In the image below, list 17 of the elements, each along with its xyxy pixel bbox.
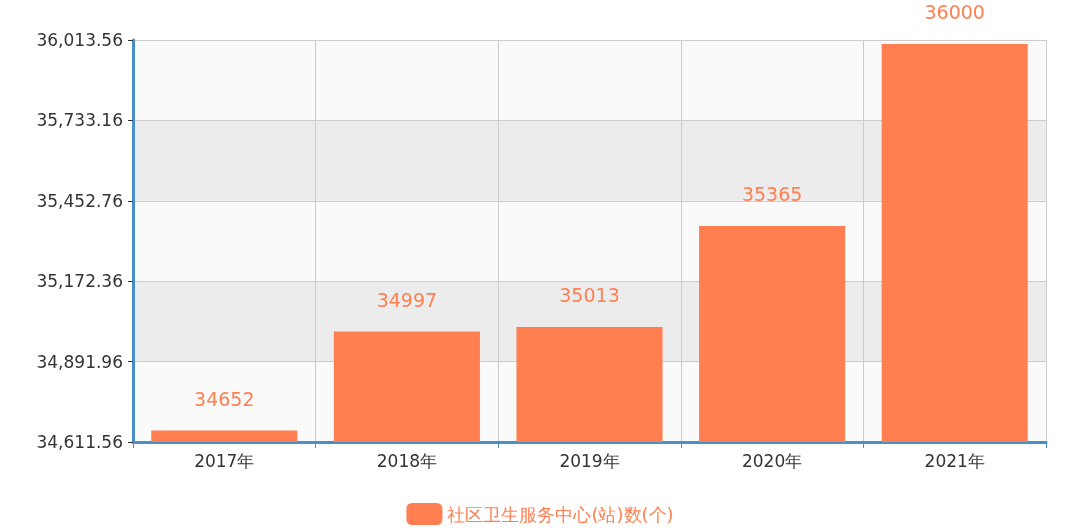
y-tick-label: 34,891.96 (36, 351, 123, 372)
y-tick-label: 35,452.76 (36, 190, 123, 211)
data-label: 35013 (559, 284, 620, 307)
data-label: 34652 (194, 387, 255, 410)
x-tick-label: 2021年 (924, 450, 985, 471)
y-tick-label: 35,733.16 (36, 110, 123, 131)
data-label: 36000 (924, 1, 985, 24)
x-tick-label: 2018年 (376, 450, 438, 471)
legend-label: 社区卫生服务中心(站)数(个) (447, 503, 674, 525)
x-tick-label: 2019年 (559, 450, 620, 471)
data-label: 34997 (376, 288, 438, 311)
data-label: 35365 (741, 183, 803, 206)
x-tick-label: 2017年 (194, 450, 255, 471)
y-tick-label: 34,611.56 (36, 432, 123, 452)
x-tick-label: 2020年 (741, 450, 803, 471)
y-tick-label: 36,013.56 (36, 30, 123, 50)
y-tick-label: 35,172.36 (36, 271, 123, 292)
